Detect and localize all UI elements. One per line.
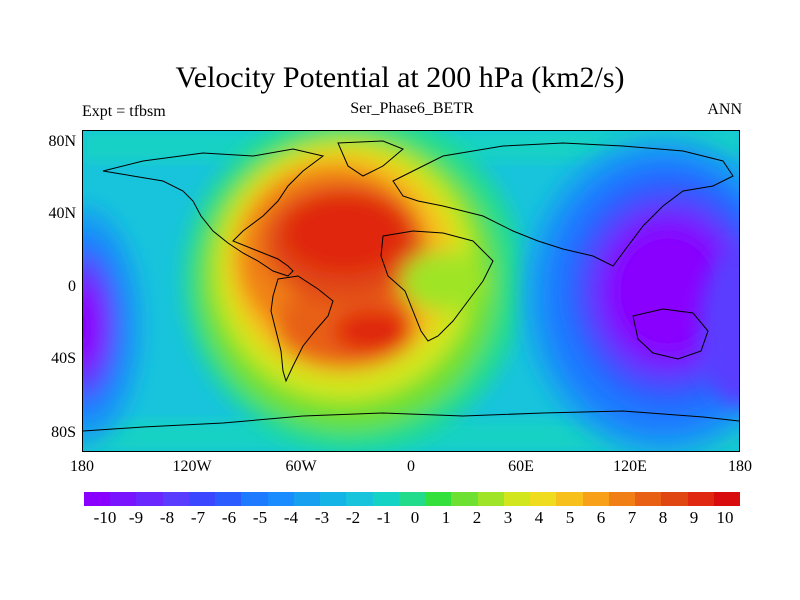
colorbar-swatch — [582, 492, 610, 506]
eurasia-outline — [392, 142, 734, 267]
experiment-label: Expt = tfbsm — [82, 103, 166, 120]
colorbar-swatch — [398, 492, 426, 506]
lon-tick-label: 60E — [508, 458, 534, 475]
colorbar-tick-label: 0 — [410, 508, 420, 527]
lon-tick-label: 180 — [728, 458, 752, 475]
contour-level — [699, 246, 739, 406]
colorbar-swatch — [661, 492, 688, 506]
lat-tick-label: 40S — [51, 350, 76, 367]
contour-level — [401, 251, 485, 311]
colorbar-tick-label: -7 — [190, 508, 206, 527]
colorbar-swatch — [635, 492, 662, 506]
colorbar-swatch — [425, 492, 452, 506]
colorbar-swatch — [451, 492, 479, 506]
colorbar-tick-label: -10 — [93, 508, 117, 527]
lon-tick-label: 180 — [70, 458, 94, 475]
colorbar-swatch — [215, 492, 242, 506]
lat-tick-label: 80S — [51, 424, 76, 441]
colorbar-swatch — [267, 492, 295, 506]
colorbar-swatch — [162, 492, 190, 506]
colorbar-tick-label: 2 — [472, 508, 482, 527]
lat-tick-label: 40N — [48, 205, 76, 222]
australia-outline — [632, 308, 709, 360]
colorbar-tick-label: -5 — [252, 508, 268, 527]
colorbar-tick-label: -1 — [376, 508, 392, 527]
colorbar-swatch — [608, 492, 636, 506]
colorbar-tick-label: -8 — [159, 508, 175, 527]
colorbar-tick-label: -2 — [345, 508, 361, 527]
colorbar-swatch — [713, 492, 741, 506]
colorbar-swatch — [530, 492, 557, 506]
antarctica-outline — [83, 410, 739, 432]
velocity-potential-field — [83, 131, 739, 451]
lon-tick-label: 60W — [285, 458, 317, 475]
colorbar-swatch — [110, 492, 137, 506]
colorbar-swatch — [346, 492, 374, 506]
season-label: ANN — [707, 101, 742, 118]
colorbar-swatch — [320, 492, 347, 506]
colorbar-swatch — [188, 492, 216, 506]
colorbar-swatch — [84, 492, 111, 506]
colorbar-tick-label: 10 — [716, 508, 734, 527]
negative-anomaly-west-pacific — [523, 136, 739, 451]
contour-level — [613, 231, 723, 351]
colorbar-tick-label: 3 — [503, 508, 513, 527]
contour-level — [283, 194, 407, 274]
chart-title: Velocity Potential at 200 hPa (km2/s) — [175, 61, 625, 94]
colorbar-swatch — [241, 492, 269, 506]
colorbar-swatch — [477, 492, 505, 506]
south-america-outline — [270, 275, 334, 383]
colorbar-tick-label: -3 — [314, 508, 330, 527]
colorbar-swatch — [136, 492, 164, 506]
colorbar-tick-label: -6 — [221, 508, 237, 527]
lon-tick-label: 120W — [172, 458, 212, 475]
negative-anomaly-east-pacific — [83, 206, 739, 446]
africa-outline — [380, 230, 494, 342]
colorbar-swatch — [503, 492, 531, 506]
colorbar-tick-label: 4 — [534, 508, 544, 527]
colorbar-tick-label: 6 — [596, 508, 606, 527]
case-label: Ser_Phase6_BETR — [350, 100, 474, 117]
lon-tick-label: 0 — [407, 458, 415, 475]
colorbar-swatch — [556, 492, 584, 506]
contour-level — [333, 309, 413, 353]
colorbar-tick-label: 8 — [658, 508, 668, 527]
colorbar-tick-label: -4 — [283, 508, 299, 527]
lat-tick-label: 80N — [48, 133, 76, 150]
map-panel — [82, 130, 740, 452]
greenland-outline — [337, 140, 404, 177]
colorbar-tick-label: 1 — [441, 508, 451, 527]
lat-tick-label: 0 — [68, 278, 76, 295]
contour-level — [83, 281, 103, 371]
colorbar-tick-label: -9 — [128, 508, 144, 527]
colorbar-tick-label: 5 — [565, 508, 575, 527]
colorbar — [84, 492, 741, 506]
lon-tick-label: 120E — [613, 458, 647, 475]
north-america-outline — [102, 148, 325, 277]
colorbar-swatch — [372, 492, 400, 506]
colorbar-tick-label: 9 — [689, 508, 699, 527]
colorbar-swatch — [687, 492, 715, 506]
colorbar-swatch — [293, 492, 321, 506]
colorbar-tick-label: 7 — [627, 508, 637, 527]
coastlines — [83, 140, 739, 432]
